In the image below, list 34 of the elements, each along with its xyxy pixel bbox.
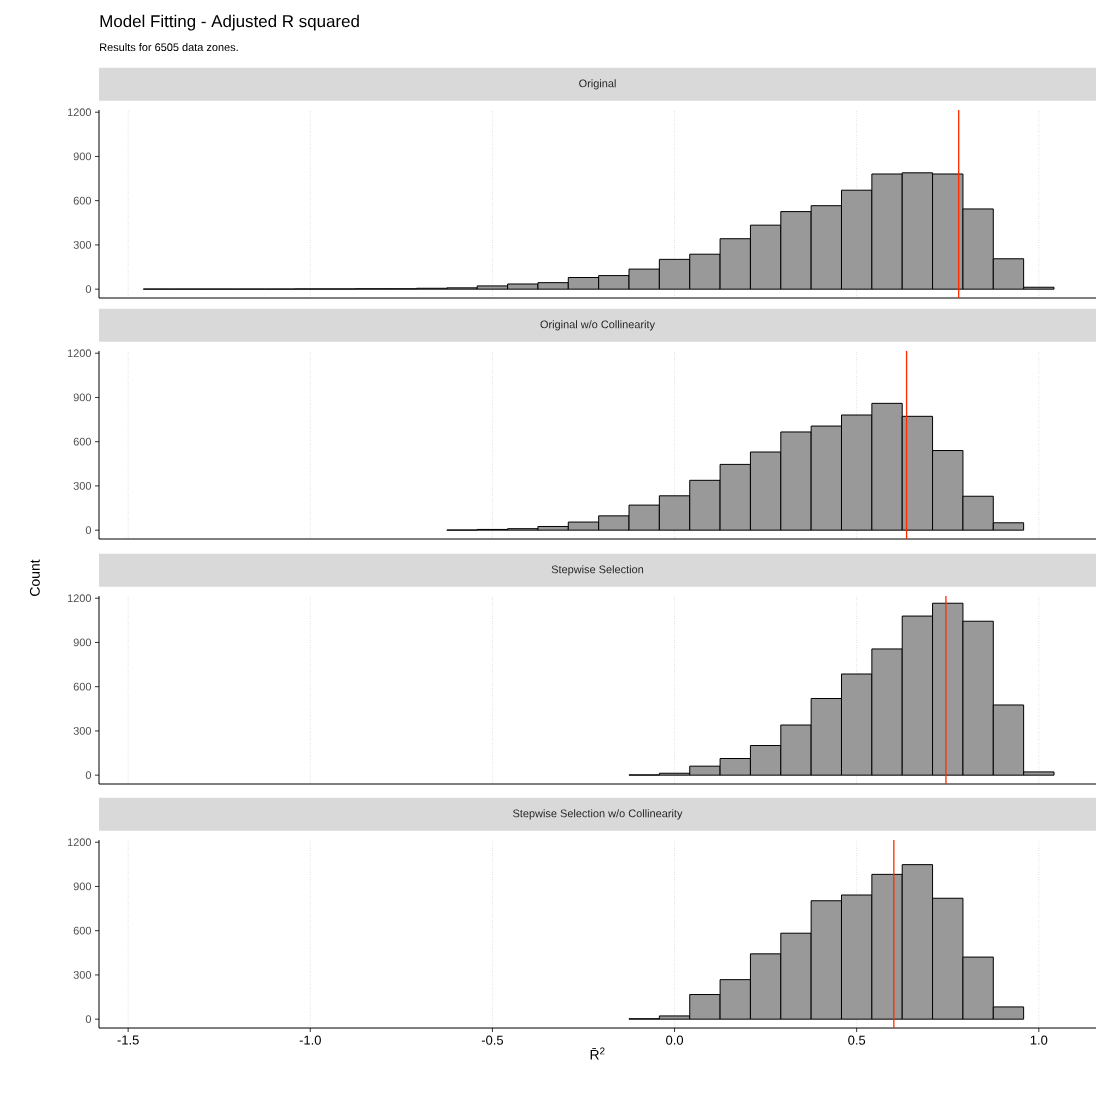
x-axis-title: R̄$^{2}$ bbox=[590, 1047, 605, 1060]
y-tick-label: 900 bbox=[73, 638, 92, 647]
text: Model Fitting - Adjusted R squared bbox=[100, 14, 359, 31]
y-tick-label: 600 bbox=[73, 926, 92, 935]
y-tick-label: 900 bbox=[73, 152, 92, 161]
y-tick-label: 300 bbox=[73, 727, 92, 735]
x-tick-label: 1.0 bbox=[1030, 1035, 1048, 1045]
chart-title: Original w/o Collinearity bbox=[540, 320, 655, 331]
y-tick-label: 1200 bbox=[67, 108, 92, 117]
y-tick-label: 0 bbox=[85, 526, 92, 535]
chart-title: Stepwise Selection w/o Collinearity bbox=[513, 809, 683, 820]
y-tick-label: 300 bbox=[73, 971, 92, 979]
y-tick-label: 600 bbox=[73, 437, 92, 446]
y-tick-label: 0 bbox=[85, 1015, 92, 1024]
y-tick-label: 0 bbox=[85, 285, 92, 294]
text: Results for 6505 data zones. bbox=[100, 43, 238, 52]
chart-title: Original bbox=[579, 79, 616, 90]
y-axis-title: Count bbox=[29, 559, 40, 596]
x-tick-label: -0.5 bbox=[481, 1035, 504, 1045]
y-tick-label: 1200 bbox=[67, 349, 92, 358]
y-tick-label: 0 bbox=[85, 771, 92, 780]
y-tick-label: 300 bbox=[73, 482, 92, 490]
y-tick-label: 600 bbox=[73, 682, 92, 691]
x-tick-label: 0.5 bbox=[848, 1035, 866, 1045]
x-tick-label: 0.0 bbox=[666, 1035, 684, 1045]
x-tick-label: -1.0 bbox=[299, 1035, 321, 1045]
y-tick-label: 600 bbox=[73, 196, 92, 205]
y-tick-label: 1200 bbox=[67, 838, 92, 847]
y-tick-label: 900 bbox=[73, 882, 92, 891]
x-tick-label: -1.5 bbox=[117, 1035, 139, 1045]
chart-title: Stepwise Selection bbox=[551, 565, 644, 576]
y-tick-label: 300 bbox=[73, 241, 92, 249]
y-tick-label: 1200 bbox=[67, 594, 92, 603]
y-tick-label: 900 bbox=[73, 393, 92, 402]
